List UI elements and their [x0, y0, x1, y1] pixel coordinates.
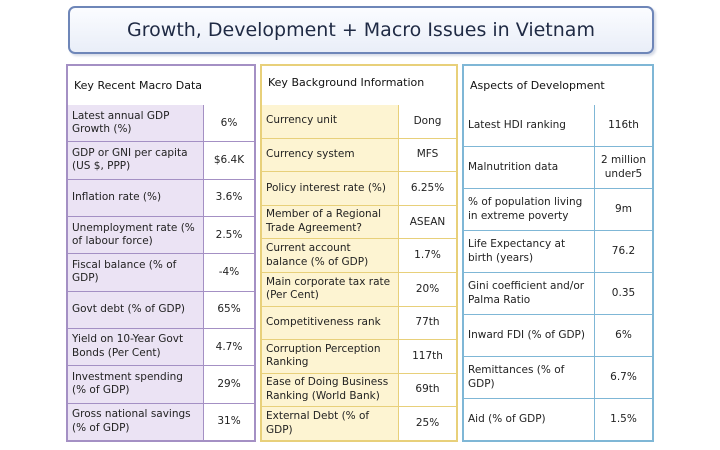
table-row: Aid (% of GDP) 1.5% — [464, 398, 652, 440]
table-row: Member of a Regional Trade Agreement? ASE… — [262, 204, 456, 239]
row-label: Inflation rate (%) — [68, 179, 203, 216]
row-value: 116th — [594, 105, 652, 146]
table-row: External Debt (% of GDP) 25% — [262, 406, 456, 440]
row-value: ASEAN — [398, 205, 456, 239]
table-row: Latest annual GDP Growth (%) 6% — [68, 105, 254, 142]
table-row: Fiscal balance (% of GDP) -4% — [68, 253, 254, 291]
table-row: Remittances (% of GDP) 6.7% — [464, 356, 652, 398]
background-info-panel: Key Background Information Currency unit… — [260, 64, 458, 442]
row-label: % of population living in extreme povert… — [464, 189, 594, 230]
table-row: Unemployment rate (% of labour force) 2.5… — [68, 215, 254, 254]
row-label: Competitiveness rank — [262, 306, 398, 340]
row-label: Corruption Perception Ranking — [262, 340, 398, 373]
page-title: Growth, Development + Macro Issues in Vi… — [127, 19, 595, 41]
row-label: Fiscal balance (% of GDP) — [68, 254, 203, 291]
table-row: Current account balance (% of GDP) 1.7% — [262, 238, 456, 272]
row-value: 117th — [398, 340, 456, 373]
background-info-rows: Currency unit Dong Currency system MFS Polic… — [262, 105, 456, 440]
table-row: Gross national savings (% of GDP) 31% — [68, 402, 254, 440]
development-rows: Latest HDI ranking 116th Malnutrition data… — [464, 105, 652, 440]
table-row: Inflation rate (%) 3.6% — [68, 178, 254, 216]
table-row: Govt debt (% of GDP) 65% — [68, 290, 254, 328]
table-row: Yield on 10-Year Govt Bonds (Per Cent) 4.… — [68, 327, 254, 366]
row-value: 6.7% — [594, 357, 652, 398]
row-value: 2 million under5 — [594, 147, 652, 188]
row-value: 6% — [594, 315, 652, 356]
row-label: Member of a Regional Trade Agreement? — [262, 205, 398, 239]
macro-data-panel: Key Recent Macro Data Latest annual GDP … — [66, 64, 256, 442]
row-label: Gross national savings (% of GDP) — [68, 403, 203, 440]
row-label: Latest annual GDP Growth (%) — [68, 105, 203, 142]
row-value: 1.7% — [398, 239, 456, 272]
table-row: Ease of Doing Business Ranking (World Ba… — [262, 372, 456, 407]
row-value: 9m — [594, 189, 652, 230]
row-label: Gini coefficient and/or Palma Ratio — [464, 273, 594, 314]
table-row: Corruption Perception Ranking 117th — [262, 339, 456, 373]
row-value: 4.7% — [203, 328, 254, 366]
row-value: 76.2 — [594, 231, 652, 272]
row-value: 77th — [398, 306, 456, 340]
development-heading: Aspects of Development — [464, 66, 652, 105]
title-banner: Growth, Development + Macro Issues in Vi… — [68, 6, 654, 54]
macro-data-heading: Key Recent Macro Data — [68, 66, 254, 105]
row-value: 2.5% — [203, 216, 254, 254]
table-row: % of population living in extreme povert… — [464, 188, 652, 230]
table-row: Latest HDI ranking 116th — [464, 105, 652, 146]
row-label: GDP or GNI per capita (US $, PPP) — [68, 142, 203, 179]
table-row: Life Expectancy at birth (years) 76.2 — [464, 230, 652, 272]
row-label: Aid (% of GDP) — [464, 399, 594, 440]
row-label: Yield on 10-Year Govt Bonds (Per Cent) — [68, 328, 203, 366]
row-value: Dong — [398, 105, 456, 138]
table-row: Investment spending (% of GDP) 29% — [68, 365, 254, 403]
row-label: Current account balance (% of GDP) — [262, 239, 398, 272]
table-row: Inward FDI (% of GDP) 6% — [464, 314, 652, 356]
row-value: 3.6% — [203, 179, 254, 216]
row-value: 29% — [203, 366, 254, 403]
row-label: Malnutrition data — [464, 147, 594, 188]
macro-data-rows: Latest annual GDP Growth (%) 6% GDP or GNI… — [68, 105, 254, 440]
row-label: Inward FDI (% of GDP) — [464, 315, 594, 356]
row-label: Unemployment rate (% of labour force) — [68, 216, 203, 254]
row-label: Main corporate tax rate (Per Cent) — [262, 272, 398, 306]
table-row: GDP or GNI per capita (US $, PPP) $6.4K — [68, 141, 254, 179]
row-label: Policy interest rate (%) — [262, 172, 398, 205]
table-row: Competitiveness rank 77th — [262, 305, 456, 340]
background-info-heading: Key Background Information — [262, 66, 456, 105]
row-value: 6% — [203, 105, 254, 142]
table-row: Currency system MFS — [262, 137, 456, 172]
table-row: Policy interest rate (%) 6.25% — [262, 171, 456, 205]
row-value: -4% — [203, 254, 254, 291]
table-row: Currency unit Dong — [262, 105, 456, 138]
row-label: Investment spending (% of GDP) — [68, 366, 203, 403]
row-label: External Debt (% of GDP) — [262, 407, 398, 440]
row-value: $6.4K — [203, 142, 254, 179]
table-row: Main corporate tax rate (Per Cent) 20% — [262, 271, 456, 306]
row-value: 1.5% — [594, 399, 652, 440]
table-row: Malnutrition data 2 million under5 — [464, 146, 652, 188]
row-value: 25% — [398, 407, 456, 440]
row-value: 69th — [398, 373, 456, 407]
row-value: 31% — [203, 403, 254, 440]
row-value: MFS — [398, 138, 456, 172]
row-label: Govt debt (% of GDP) — [68, 291, 203, 328]
row-label: Life Expectancy at birth (years) — [464, 231, 594, 272]
row-value: 6.25% — [398, 172, 456, 205]
row-label: Currency unit — [262, 105, 398, 138]
row-value: 20% — [398, 272, 456, 306]
development-panel: Aspects of Development Latest HDI rankin… — [462, 64, 654, 442]
row-label: Latest HDI ranking — [464, 105, 594, 146]
row-label: Ease of Doing Business Ranking (World Ba… — [262, 373, 398, 407]
row-value: 0.35 — [594, 273, 652, 314]
row-label: Currency system — [262, 138, 398, 172]
table-row: Gini coefficient and/or Palma Ratio 0.35 — [464, 272, 652, 314]
row-value: 65% — [203, 291, 254, 328]
row-label: Remittances (% of GDP) — [464, 357, 594, 398]
